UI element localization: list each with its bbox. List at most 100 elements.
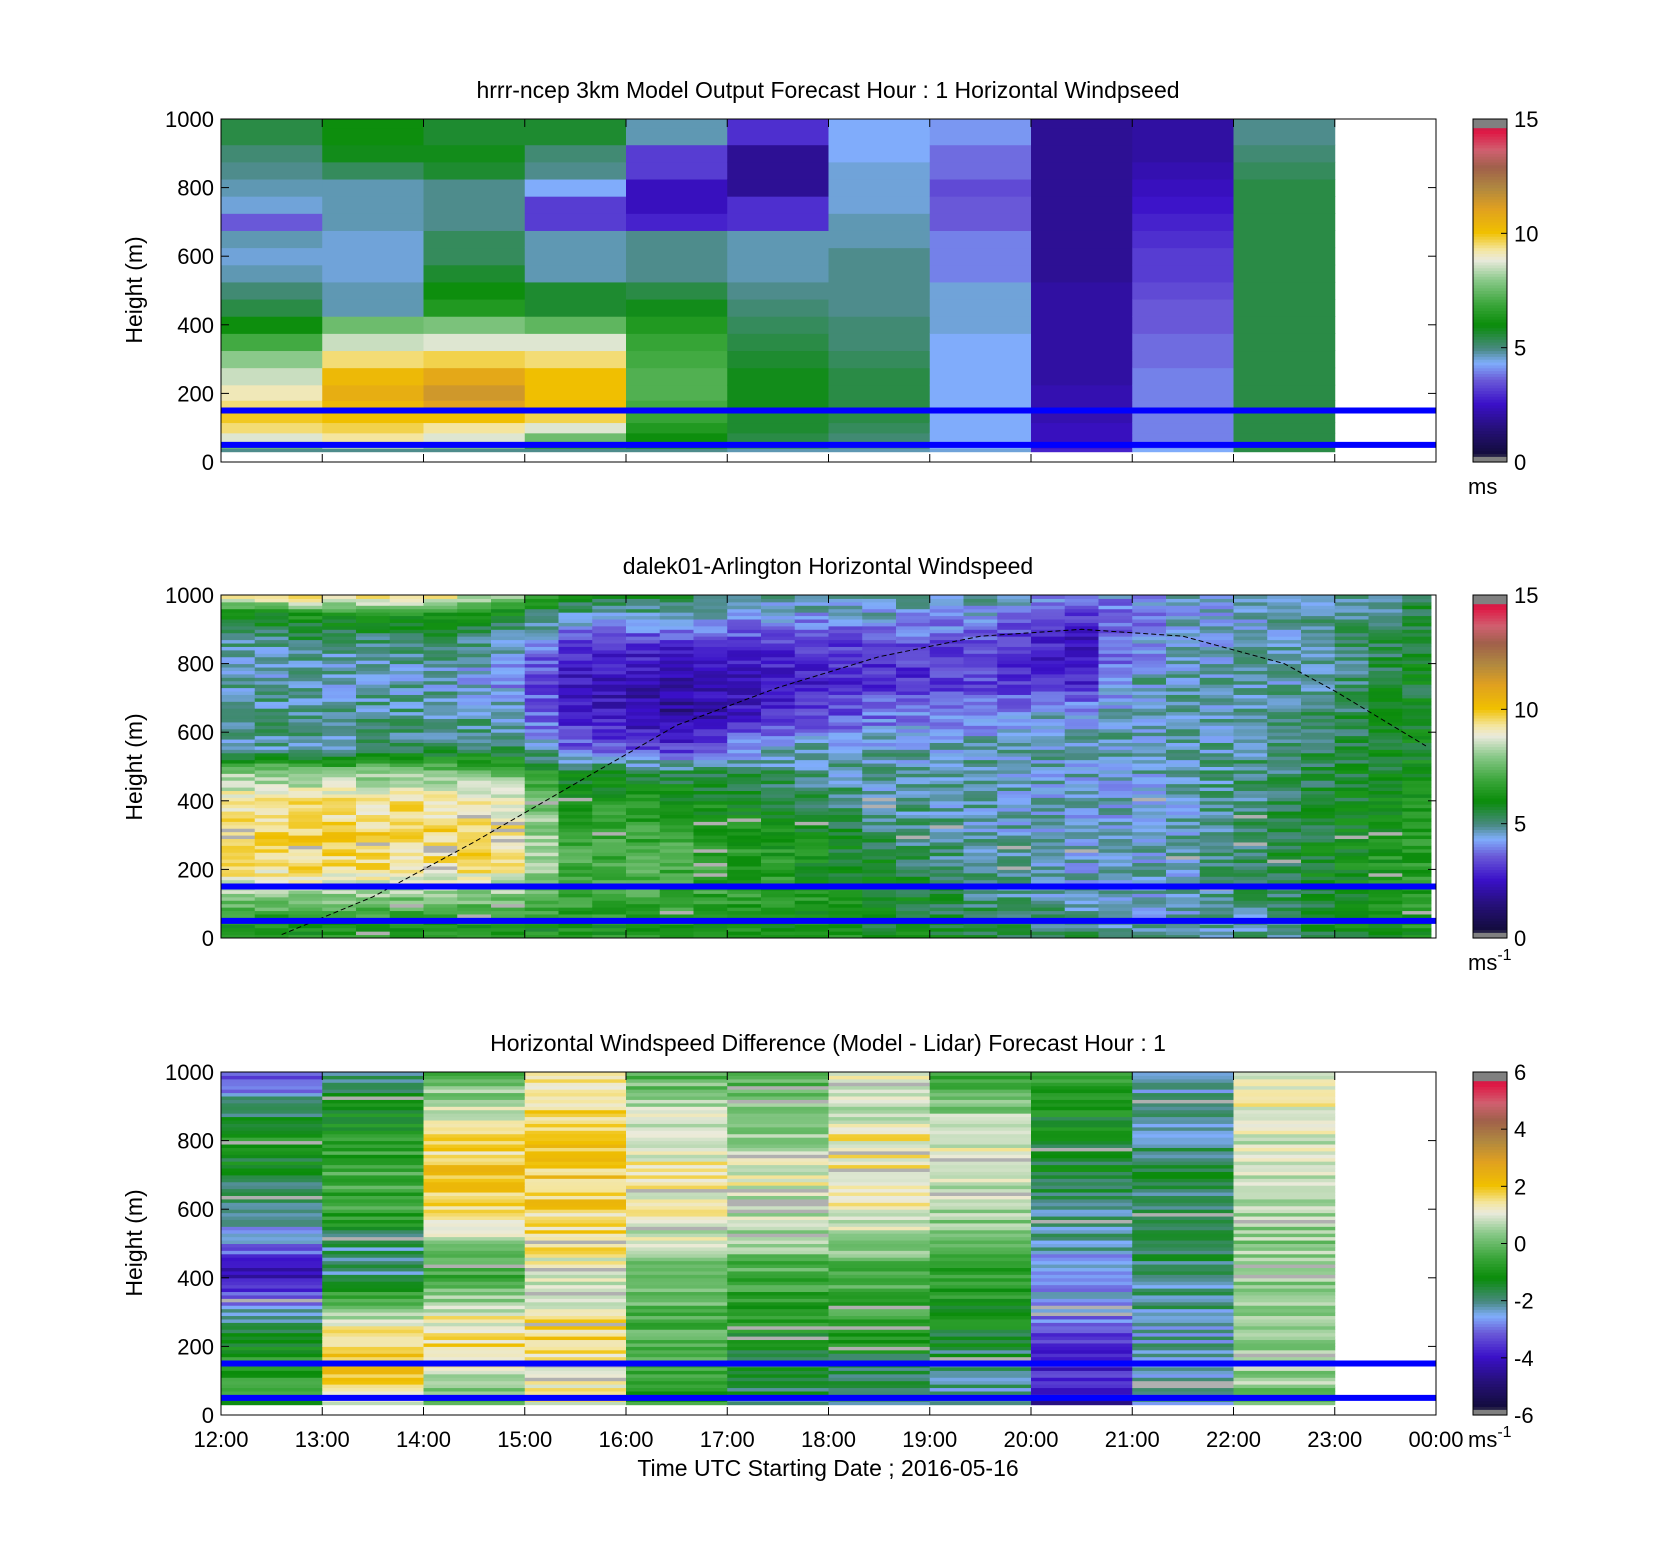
heatmap-cell xyxy=(1301,684,1336,689)
heatmap-cell xyxy=(457,804,492,809)
heatmap-cell xyxy=(423,1130,526,1135)
heatmap-cell xyxy=(828,632,863,637)
heatmap-cell xyxy=(1301,721,1336,726)
heatmap-cell xyxy=(1267,694,1302,699)
colorbar-segment xyxy=(1473,344,1507,349)
heatmap-cell xyxy=(423,869,458,874)
heatmap-cell xyxy=(221,680,256,685)
heatmap-cell xyxy=(356,653,391,658)
heatmap-cell xyxy=(423,1085,526,1090)
heatmap-cell xyxy=(558,913,593,918)
heatmap-cell xyxy=(288,625,323,630)
heatmap-cell xyxy=(963,756,998,761)
heatmap-cell xyxy=(1199,612,1234,617)
heatmap-cell xyxy=(1031,350,1133,369)
heatmap-cell xyxy=(1233,601,1268,606)
heatmap-cell xyxy=(288,701,323,706)
colorbar-segment xyxy=(1473,301,1507,306)
heatmap-cell xyxy=(558,708,593,713)
heatmap-cell xyxy=(254,907,289,912)
heatmap-cell xyxy=(1166,848,1201,853)
colorbar-segment xyxy=(1473,456,1507,460)
heatmap-cell xyxy=(963,639,998,644)
heatmap-cell xyxy=(356,684,391,689)
heatmap-cell xyxy=(592,783,627,788)
heatmap-cell xyxy=(389,924,424,929)
heatmap-cell xyxy=(558,656,593,661)
heatmap-cell xyxy=(1166,636,1201,641)
heatmap-cell xyxy=(794,924,829,929)
heatmap-cell xyxy=(524,845,559,850)
heatmap-cell xyxy=(1132,656,1167,661)
colorbar-segment xyxy=(1473,746,1507,750)
heatmap-cell xyxy=(997,615,1032,620)
heatmap-cell xyxy=(693,859,728,864)
heatmap-cell xyxy=(423,708,458,713)
heatmap-cell xyxy=(1233,677,1268,682)
heatmap-cell xyxy=(356,670,391,675)
heatmap-cell xyxy=(1334,903,1369,908)
heatmap-cell xyxy=(423,841,458,846)
heatmap-cell xyxy=(896,862,931,867)
heatmap-cell xyxy=(221,1336,323,1341)
heatmap-cell xyxy=(828,1222,931,1227)
heatmap-cell xyxy=(491,643,526,647)
heatmap-cell xyxy=(727,1240,829,1244)
heatmap-cell xyxy=(389,763,424,767)
heatmap-cell xyxy=(693,749,728,754)
heatmap-cell xyxy=(1132,625,1167,630)
heatmap-cell xyxy=(221,1250,323,1255)
heatmap-cell xyxy=(592,807,627,812)
heatmap-cell xyxy=(1233,769,1268,774)
heatmap-cell xyxy=(1132,711,1167,716)
heatmap-cell xyxy=(963,752,998,757)
heatmap-cell xyxy=(558,787,593,792)
heatmap-cell xyxy=(997,636,1032,641)
heatmap-cell xyxy=(929,742,964,747)
heatmap-cell xyxy=(558,855,593,860)
heatmap-cell xyxy=(389,821,424,826)
heatmap-cell xyxy=(524,701,559,706)
heatmap-cell xyxy=(592,790,627,795)
heatmap-cell xyxy=(1267,697,1302,702)
heatmap-cell xyxy=(626,1387,728,1392)
heatmap-cell xyxy=(1402,660,1432,665)
heatmap-cell xyxy=(491,697,526,702)
heatmap-cell xyxy=(389,934,424,938)
heatmap-cell xyxy=(322,732,357,737)
heatmap-cell xyxy=(727,1312,829,1317)
heatmap-cell xyxy=(794,615,829,620)
heatmap-cell xyxy=(1368,595,1403,599)
heatmap-cell xyxy=(1166,643,1201,647)
heatmap-cell xyxy=(1368,643,1403,647)
heatmap-cell xyxy=(862,800,897,805)
heatmap-cell xyxy=(693,718,728,723)
heatmap-cell xyxy=(558,612,593,617)
heatmap-cell xyxy=(794,667,829,671)
heatmap-cell xyxy=(558,862,593,867)
heatmap-cell xyxy=(896,619,931,623)
heatmap-cell xyxy=(1334,828,1369,833)
heatmap-cell xyxy=(524,1325,627,1330)
heatmap-cell xyxy=(862,667,897,671)
colorbar-segment xyxy=(1473,766,1507,770)
heatmap-cell xyxy=(356,745,391,750)
heatmap-cell xyxy=(997,691,1032,695)
heatmap-cell xyxy=(389,667,424,671)
heatmap-cell xyxy=(524,1236,627,1241)
heatmap-cell xyxy=(1334,773,1369,778)
heatmap-cell xyxy=(997,711,1032,716)
heatmap-cell xyxy=(626,1089,728,1094)
heatmap-cell xyxy=(727,797,762,802)
heatmap-cell xyxy=(1064,824,1099,829)
heatmap-cell xyxy=(862,766,897,771)
heatmap-cell xyxy=(1233,759,1268,764)
heatmap-cell xyxy=(221,742,256,747)
heatmap-cell xyxy=(322,1260,424,1265)
heatmap-cell xyxy=(423,316,526,334)
heatmap-cell xyxy=(558,732,593,737)
heatmap-cell xyxy=(896,670,931,675)
heatmap-cell xyxy=(727,1209,829,1214)
heatmap-cell xyxy=(626,1216,728,1220)
heatmap-cell xyxy=(997,835,1032,840)
